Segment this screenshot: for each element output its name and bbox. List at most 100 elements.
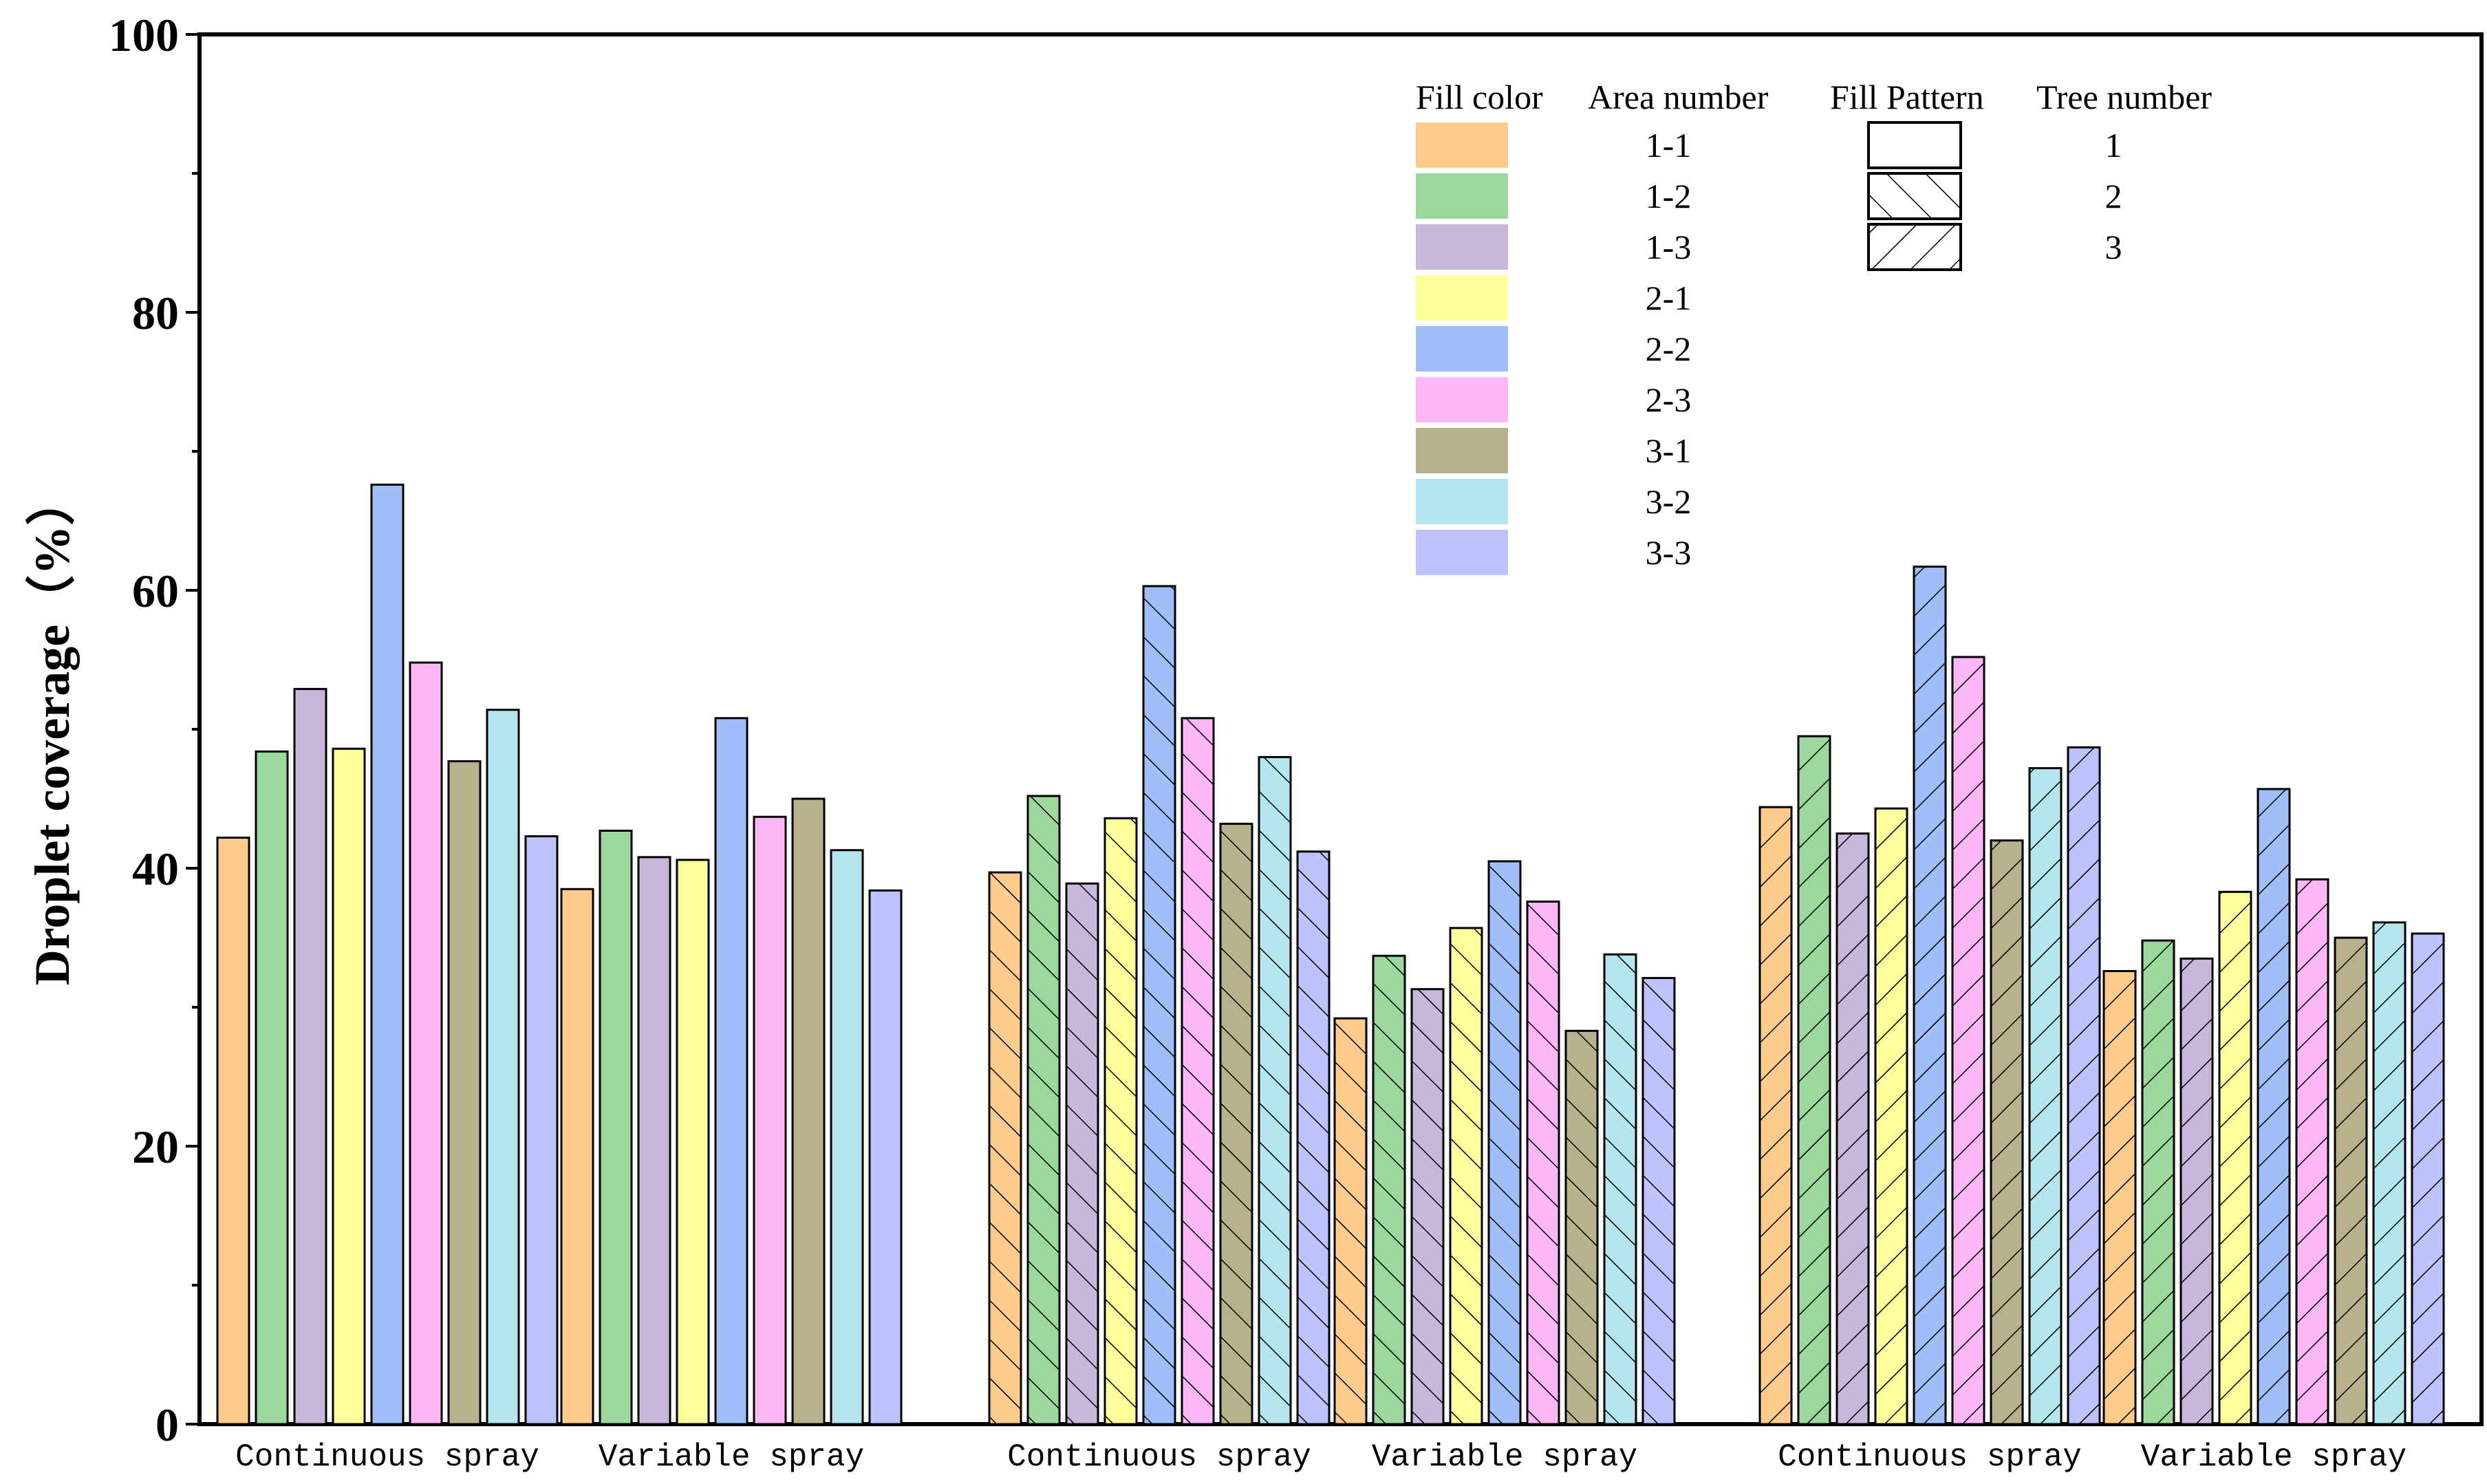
bar-area-2-1-group-2	[676, 859, 710, 1426]
bar-hatch	[989, 872, 1021, 1424]
bar-hatch	[1952, 656, 1984, 1425]
bar-hatch	[2181, 958, 2213, 1424]
legend-area-label: 1-1	[1646, 126, 1692, 164]
legend-header-area-number: Area number	[1588, 78, 1769, 116]
legend-tree-items: 1 2 3	[1867, 121, 2122, 271]
bar-area-3-2-group-1	[486, 709, 520, 1426]
bar-hatch	[2335, 938, 2367, 1424]
legend-header-tree-number: Tree number	[2036, 78, 2212, 116]
bar-hatch	[1760, 807, 1791, 1424]
legend-area-label: 2-1	[1646, 279, 1692, 317]
legend-area-label: 1-2	[1646, 177, 1692, 215]
bar-hatch	[1566, 1031, 1597, 1424]
bar-hatch	[2030, 768, 2061, 1424]
bars-layer	[216, 483, 2445, 1426]
bar-hatch	[2412, 933, 2444, 1424]
bar-hatch	[2296, 879, 2328, 1424]
bar-hatch	[1373, 956, 1405, 1424]
legend-pattern-hatch	[1869, 173, 1961, 219]
bar-hatch	[1298, 851, 1329, 1424]
bar-area-1-3-group-1	[293, 687, 327, 1426]
bar-area-2-2-group-2	[714, 717, 749, 1426]
bar-hatch	[1798, 736, 1830, 1424]
legend: Fill color Area number Fill Pattern Tree…	[1416, 78, 2212, 575]
bar-hatch	[1875, 808, 1907, 1424]
bar-hatch	[1914, 566, 1946, 1425]
y-tick-label: 80	[132, 287, 179, 339]
bar-area-3-3-group-2	[868, 889, 903, 1426]
legend-tree-label: 3	[2105, 228, 2122, 266]
bar-area-3-3-group-1	[524, 835, 559, 1426]
bar-hatch	[1643, 978, 1675, 1424]
y-tick-label: 100	[109, 9, 179, 61]
bar-hatch	[2219, 892, 2251, 1424]
bar-hatch	[1450, 927, 1482, 1424]
bar-hatch	[1143, 585, 1175, 1425]
x-axis-category-labels: Continuous spray Variable spray Continuous…	[235, 1439, 2407, 1475]
bar-hatch	[2258, 788, 2290, 1424]
x-category-label: Continuous spray	[235, 1439, 539, 1475]
bar-hatch	[1991, 840, 2023, 1424]
x-category-label: Variable spray	[1372, 1439, 1637, 1475]
bar-area-3-2-group-2	[830, 849, 864, 1426]
legend-swatch-area-2-3	[1416, 377, 1508, 422]
bar-area-3-1-group-2	[791, 797, 826, 1426]
bar-hatch	[1489, 861, 1520, 1424]
legend-area-label: 2-2	[1646, 330, 1692, 368]
y-tick-label: 0	[155, 1399, 179, 1451]
bar-hatch	[2068, 747, 2100, 1424]
legend-header-fill-pattern: Fill Pattern	[1830, 78, 1984, 116]
bar-hatch	[1837, 833, 1869, 1424]
legend-area-label: 2-3	[1646, 380, 1692, 419]
bar-area-2-2-group-1	[370, 483, 405, 1426]
bar-hatch	[1105, 818, 1137, 1424]
bar-hatch	[1527, 901, 1559, 1424]
legend-swatch-area-3-3	[1416, 530, 1508, 575]
legend-header-fill-color: Fill color	[1416, 78, 1543, 116]
bar-area-1-1-group-2	[560, 888, 594, 1426]
legend-swatch-area-2-2	[1416, 326, 1508, 372]
bar-hatch	[1335, 1018, 1366, 1424]
bar-hatch	[1220, 824, 1252, 1424]
bar-area-3-1-group-1	[447, 760, 482, 1426]
bar-hatch	[1182, 718, 1214, 1424]
y-axis-ticks: 0 20 40 60 80 100	[109, 9, 200, 1451]
legend-area-label: 3-1	[1646, 431, 1692, 470]
bar-hatch	[1604, 954, 1636, 1424]
bar-area-2-3-group-1	[409, 661, 443, 1426]
y-tick-label: 20	[132, 1121, 179, 1173]
bar-area-1-2-group-2	[599, 829, 633, 1426]
legend-area-label: 1-3	[1646, 228, 1692, 266]
legend-swatch-area-3-1	[1416, 428, 1508, 473]
x-category-label: Variable spray	[2141, 1439, 2407, 1475]
bar-hatch	[1066, 883, 1098, 1424]
bar-area-1-2-group-1	[255, 750, 289, 1426]
legend-area-label: 3-3	[1646, 533, 1692, 572]
legend-swatch-area-1-3	[1416, 224, 1508, 270]
x-category-label: Variable spray	[599, 1439, 864, 1475]
legend-pattern-swatch-tree-1	[1867, 121, 1962, 169]
legend-swatch-area-2-1	[1416, 275, 1508, 321]
bar-hatch	[2373, 922, 2405, 1424]
y-axis-label: Droplet coverage（%）	[25, 476, 80, 985]
legend-tree-label: 1	[2105, 126, 2122, 164]
bar-hatch	[1259, 757, 1291, 1424]
legend-area-label: 3-2	[1646, 482, 1692, 521]
x-category-label: Continuous spray	[1778, 1439, 2082, 1475]
legend-swatch-area-1-1	[1416, 122, 1508, 168]
legend-swatch-area-1-2	[1416, 173, 1508, 219]
x-category-label: Continuous spray	[1007, 1439, 1311, 1475]
bar-area-1-3-group-2	[637, 856, 671, 1426]
bar-hatch	[2104, 971, 2135, 1424]
bar-hatch	[1028, 795, 1059, 1424]
y-tick-label: 40	[132, 843, 179, 895]
legend-pattern-hatch	[1869, 224, 1961, 270]
legend-area-items: 1-1 1-2 1-3 2-1 2-2 2-3 3-1 3-2 3-3	[1416, 122, 1691, 575]
bar-area-2-3-group-2	[753, 815, 787, 1426]
bar-area-2-1-group-1	[332, 747, 366, 1426]
y-tick-label: 60	[132, 565, 179, 617]
bar-hatch	[2142, 940, 2174, 1424]
legend-swatch-area-3-2	[1416, 479, 1508, 524]
legend-tree-label: 2	[2105, 177, 2122, 215]
